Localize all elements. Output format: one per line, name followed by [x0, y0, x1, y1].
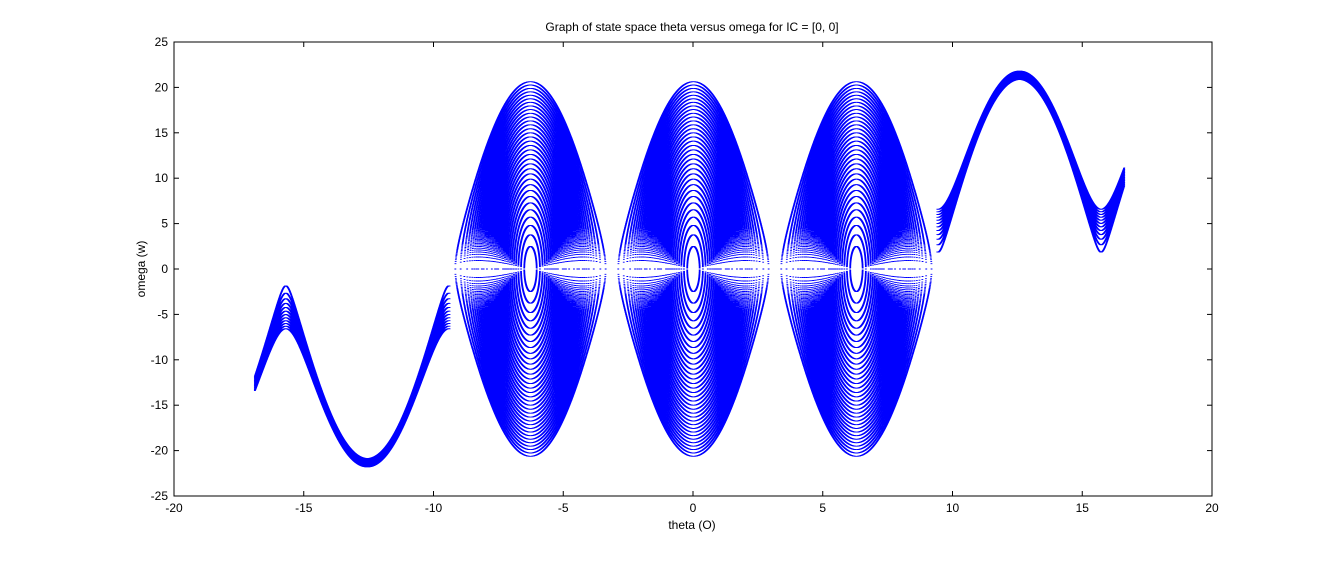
y-tick-label: -5	[157, 307, 168, 321]
x-tick-label: -15	[295, 501, 313, 515]
y-tick-label: 15	[155, 126, 169, 140]
trajectory-points	[254, 71, 1124, 467]
x-axis-label: theta (O)	[668, 518, 715, 532]
y-tick-label: 0	[161, 262, 168, 276]
x-tick-label: 5	[819, 501, 826, 515]
chart-title: Graph of state space theta versus omega …	[545, 20, 838, 34]
x-tick-label: -5	[558, 501, 569, 515]
x-tick-label: 20	[1205, 501, 1219, 515]
y-axis-label: omega (w)	[134, 241, 148, 298]
y-tick-label: 5	[161, 217, 168, 231]
y-tick-label: 10	[155, 171, 169, 185]
x-tick-label: 15	[1076, 501, 1090, 515]
y-tick-label: -20	[151, 444, 169, 458]
x-tick-label: 10	[946, 501, 960, 515]
x-tick-label: -20	[165, 501, 183, 515]
y-tick-label: 20	[155, 80, 169, 94]
y-tick-label: 25	[155, 35, 169, 49]
y-tick-label: -10	[151, 353, 169, 367]
data-points	[254, 71, 1124, 467]
axes-box	[174, 42, 1212, 496]
y-tick-label: -25	[151, 489, 169, 503]
x-tick-label: 0	[690, 501, 697, 515]
y-tick-label: -15	[151, 398, 169, 412]
x-tick-label: -10	[425, 501, 443, 515]
